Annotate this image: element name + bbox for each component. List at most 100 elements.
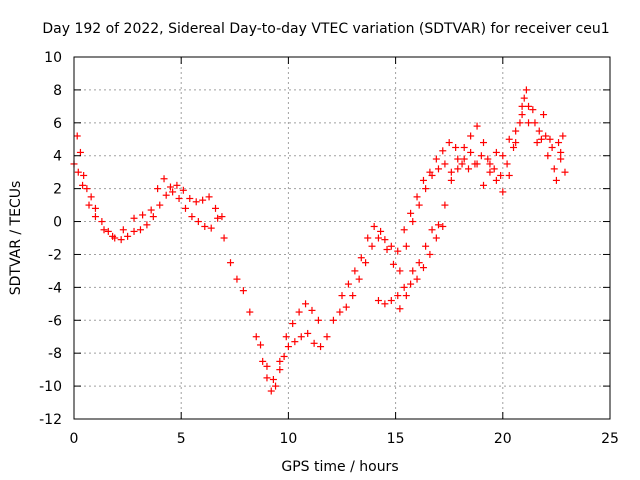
- data-point: [396, 267, 404, 275]
- data-point: [381, 236, 389, 244]
- data-point: [407, 280, 415, 288]
- data-point: [156, 201, 164, 209]
- plot-frame: [73, 56, 611, 420]
- data-point: [124, 232, 132, 240]
- data-point: [136, 226, 144, 234]
- data-point: [227, 259, 235, 267]
- data-point: [246, 308, 254, 316]
- data-point: [218, 213, 226, 221]
- data-point: [368, 242, 376, 250]
- data-point: [364, 234, 372, 242]
- data-point: [252, 333, 260, 341]
- data-point: [377, 227, 385, 235]
- data-point: [520, 94, 528, 102]
- data-point: [473, 160, 481, 168]
- data-point: [522, 86, 530, 94]
- data-point: [550, 165, 558, 173]
- data-point: [402, 292, 410, 300]
- data-point: [104, 227, 112, 235]
- data-point: [510, 144, 518, 151]
- data-point: [87, 193, 95, 201]
- data-point: [419, 264, 427, 272]
- data-point: [518, 111, 526, 119]
- data-point: [207, 224, 215, 232]
- data-point: [344, 280, 352, 288]
- data-point: [257, 341, 265, 349]
- data-point: [233, 275, 241, 283]
- data-point: [512, 139, 520, 147]
- data-point: [387, 242, 395, 250]
- data-point: [276, 366, 284, 374]
- data-point: [434, 165, 442, 173]
- data-point: [486, 168, 494, 176]
- data-point: [537, 135, 545, 143]
- data-point: [460, 155, 468, 163]
- data-point: [349, 292, 357, 300]
- data-point: [525, 102, 533, 110]
- data-point: [314, 316, 322, 324]
- data-point: [490, 165, 498, 173]
- data-point: [473, 122, 481, 130]
- data-point: [289, 320, 297, 328]
- data-point: [181, 204, 189, 212]
- y-tick-label: -6: [48, 313, 62, 329]
- data-point: [505, 171, 513, 179]
- data-point: [308, 306, 316, 314]
- x-tick-label: 25: [601, 431, 619, 447]
- data-point: [162, 191, 170, 199]
- data-point: [79, 181, 87, 189]
- data-point: [192, 198, 200, 206]
- data-point: [194, 218, 202, 226]
- data-point: [542, 132, 550, 140]
- data-point: [259, 357, 267, 365]
- data-point: [557, 148, 565, 156]
- data-point: [535, 127, 543, 135]
- data-point: [467, 148, 475, 156]
- data-point: [552, 176, 560, 184]
- data-point: [426, 250, 434, 258]
- y-tick-label: 4: [53, 149, 62, 165]
- data-point: [518, 102, 526, 110]
- data-point: [480, 181, 488, 189]
- data-point: [447, 168, 455, 176]
- data-point: [83, 185, 91, 193]
- data-point: [188, 213, 196, 221]
- data-point: [540, 111, 548, 119]
- data-point: [409, 218, 417, 226]
- data-point: [486, 160, 494, 168]
- data-point: [505, 135, 513, 143]
- data-point: [329, 316, 337, 324]
- data-point: [516, 119, 524, 127]
- data-point: [400, 283, 408, 291]
- data-point: [432, 155, 440, 163]
- y-tick-label: -12: [39, 412, 62, 428]
- data-point: [169, 188, 177, 196]
- data-point: [263, 374, 271, 382]
- data-point: [119, 226, 127, 234]
- data-point: [220, 234, 228, 242]
- y-tick-label: -8: [48, 346, 62, 362]
- data-point: [525, 119, 533, 127]
- data-point: [76, 148, 84, 156]
- data-point: [400, 226, 408, 234]
- data-point: [413, 275, 421, 283]
- data-point: [445, 139, 453, 147]
- data-point: [415, 201, 423, 209]
- data-point: [130, 214, 138, 222]
- data-point: [338, 292, 346, 300]
- data-point: [467, 132, 475, 140]
- data-point: [531, 119, 539, 127]
- data-point: [434, 221, 442, 229]
- data-point: [387, 297, 395, 305]
- data-point: [201, 222, 209, 230]
- data-point: [432, 234, 440, 242]
- data-point: [389, 260, 397, 268]
- data-point: [80, 171, 88, 179]
- x-tick-label: 20: [494, 431, 512, 447]
- data-point: [394, 292, 402, 300]
- data-point: [317, 343, 325, 351]
- data-point: [409, 267, 417, 275]
- grid-layer: [74, 57, 610, 419]
- data-point: [282, 333, 290, 341]
- data-point: [419, 176, 427, 184]
